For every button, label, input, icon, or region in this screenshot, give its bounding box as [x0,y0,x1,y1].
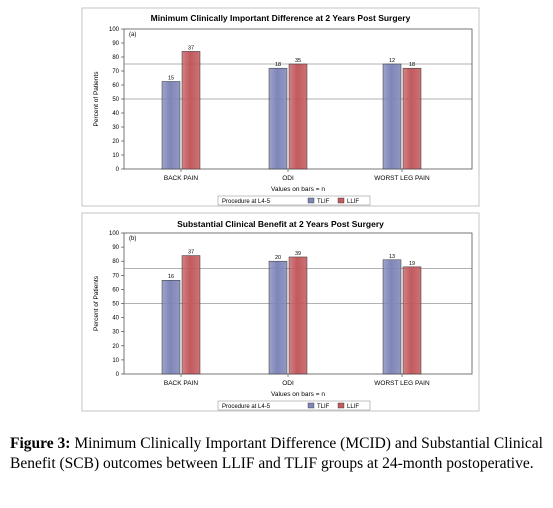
y-tick-label: 0 [116,167,120,173]
x-tick-label: BACK PAIN [164,175,199,182]
bar-tlif-back-pain [161,81,181,170]
bar-tlif-worst-leg-pain [382,259,402,375]
y-tick-label: 10 [112,153,119,159]
y-tick-label: 60 [112,287,119,293]
legend-swatch-tlif [307,197,315,204]
bar-value-label: 37 [188,45,194,51]
caption-label: Figure 3: [10,435,71,452]
bar-value-label: 18 [409,62,415,68]
caption-text: Minimum Clinically Important Difference … [10,435,543,472]
y-tick-label: 0 [116,372,120,378]
chart-panel-1: Substantial Clinical Benefit at 2 Years … [81,212,480,412]
bar-value-label: 37 [188,250,194,256]
y-tick-label: 60 [112,83,119,89]
legend-box [217,195,371,206]
y-tick-label: 100 [109,27,120,33]
bar-value-label: 12 [389,58,395,64]
legend-swatch-llif [337,197,345,204]
panel-label: (a) [129,32,136,38]
bar-llif-back-pain [181,255,201,375]
x-tick-label: WORST LEG PAIN [374,175,430,182]
y-tick-label: 100 [109,231,120,237]
chart-title: Substantial Clinical Benefit at 2 Years … [177,219,384,229]
y-tick-label: 80 [112,55,119,61]
y-tick-label: 20 [112,139,119,145]
y-tick-label: 90 [112,245,119,251]
bar-llif-worst-leg-pain [402,266,422,375]
bar-value-label: 35 [295,58,301,64]
bar-value-label: 20 [275,255,281,261]
y-tick-label: 40 [112,316,119,322]
bar-tlif-back-pain [161,279,181,375]
x-tick-label: BACK PAIN [164,380,199,387]
y-tick-label: 80 [112,259,119,265]
legend-swatch-llif [337,402,345,409]
legend-swatch-tlif [307,402,315,409]
x-axis-label: Values on bars = n [271,391,325,398]
y-tick-label: 30 [112,125,119,131]
legend-entry-llif: LLIF [347,404,359,410]
bar-llif-worst-leg-pain [402,67,422,170]
chart-frame [81,7,480,207]
bar-value-label: 13 [389,254,395,260]
y-tick-label: 50 [112,302,119,308]
bar-value-label: 39 [295,251,301,257]
legend-title: Procedure at L4-5 [222,199,271,205]
x-axis-label: Values on bars = n [271,186,325,193]
panel-label: (b) [129,236,136,242]
y-tick-label: 50 [112,97,119,103]
bar-tlif-odi [268,67,288,170]
y-tick-label: 90 [112,41,119,47]
bar-llif-odi [288,63,308,170]
bar-value-label: 18 [275,62,281,68]
bar-llif-back-pain [181,51,201,170]
bar-tlif-worst-leg-pain [382,63,402,170]
legend-entry-llif: LLIF [347,199,359,205]
y-axis-label: Percent of Patients [93,275,100,331]
legend-title: Procedure at L4-5 [222,404,271,410]
figure-caption: Figure 3: Minimum Clinically Important D… [10,434,543,474]
y-tick-label: 20 [112,344,119,350]
y-axis-label: Percent of Patients [93,71,100,127]
legend-entry-tlif: TLIF [317,199,330,205]
bar-value-label: 16 [168,274,174,280]
chart-panel-0: Minimum Clinically Important Difference … [81,7,480,207]
x-tick-label: ODI [282,380,294,387]
y-tick-label: 10 [112,358,119,364]
y-tick-label: 70 [112,273,119,279]
bar-value-label: 15 [168,76,174,82]
bar-llif-odi [288,256,308,375]
bar-value-label: 19 [409,261,415,267]
legend-entry-tlif: TLIF [317,404,330,410]
y-tick-label: 70 [112,69,119,75]
y-tick-label: 40 [112,111,119,117]
legend-box [217,400,371,411]
chart-frame [81,212,480,412]
x-tick-label: ODI [282,175,294,182]
chart-title: Minimum Clinically Important Difference … [151,13,411,23]
y-tick-label: 30 [112,330,119,336]
x-tick-label: WORST LEG PAIN [374,380,430,387]
bar-tlif-odi [268,260,288,375]
